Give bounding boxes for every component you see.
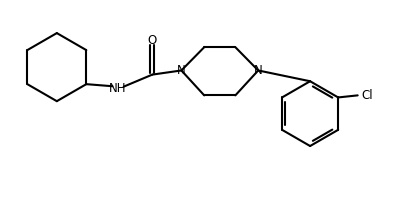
- Text: O: O: [148, 34, 157, 47]
- Text: N: N: [177, 64, 186, 77]
- Text: Cl: Cl: [362, 89, 373, 102]
- Text: NH: NH: [109, 82, 127, 95]
- Text: N: N: [254, 64, 263, 77]
